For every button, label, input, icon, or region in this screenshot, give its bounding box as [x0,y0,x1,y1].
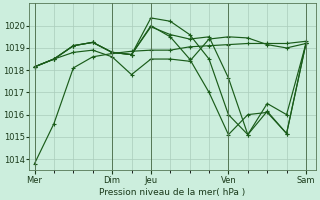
X-axis label: Pression niveau de la mer( hPa ): Pression niveau de la mer( hPa ) [99,188,245,197]
